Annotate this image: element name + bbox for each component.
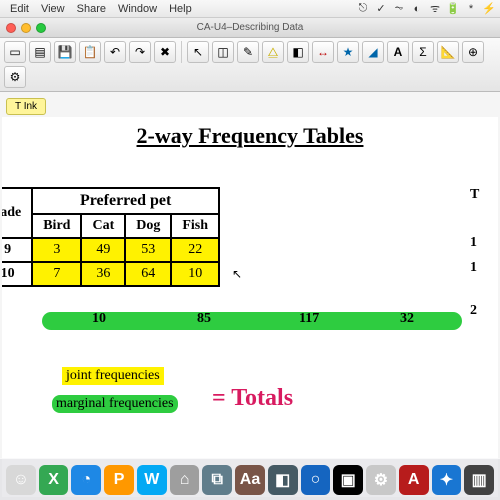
menu-view[interactable]: View <box>35 3 71 15</box>
tool-paste[interactable]: 📋 <box>79 41 101 63</box>
dock: ☺X◔PW⌂⧉Aa◧○▣⚙A✦▥ <box>0 458 500 500</box>
frequency-table: rade Preferred pet Bird Cat Dog Fish 9 3… <box>2 187 220 287</box>
page-title: 2-way Frequency Tables <box>2 123 498 149</box>
canvas: 2-way Frequency Tables rade Preferred pe… <box>2 117 498 497</box>
col-cat: Cat <box>81 214 125 238</box>
table-row: 9 3 49 53 22 <box>2 238 219 262</box>
row-total: 1 <box>470 235 479 260</box>
tool-ruler[interactable]: 📐 <box>437 41 459 63</box>
col-dog: Dog <box>125 214 171 238</box>
battery-icon[interactable]: 🔋 <box>446 2 460 15</box>
status-icon[interactable]: ⏦ <box>392 2 406 15</box>
dock-app-icon[interactable]: Aa <box>235 465 265 495</box>
dock-app-icon[interactable]: ◧ <box>268 465 298 495</box>
status-icons: ⎋ ✓ ⏦ ◐ ᯤ 🔋 * ⚡ <box>356 1 496 16</box>
traffic-lights[interactable] <box>6 23 46 33</box>
tool-math[interactable]: Σ <box>412 41 434 63</box>
separator <box>181 41 182 63</box>
legend-marginal: marginal frequencies <box>52 395 178 413</box>
status-icon[interactable]: ✓ <box>374 2 388 15</box>
col-total: 32 <box>400 311 414 327</box>
minimize-icon[interactable] <box>21 23 31 33</box>
tool-text[interactable]: A <box>387 41 409 63</box>
cell: 53 <box>125 238 171 262</box>
tool-bucket[interactable]: ◢ <box>362 41 384 63</box>
dock-app-icon[interactable]: ✦ <box>432 465 462 495</box>
group-header: Preferred pet <box>32 188 219 214</box>
cursor-icon: ↖ <box>232 267 242 281</box>
table-row: 10 7 36 64 10 <box>2 262 219 286</box>
zoom-icon[interactable] <box>36 23 46 33</box>
status-icon[interactable]: ◐ <box>410 3 424 15</box>
col-total: 117 <box>299 311 319 327</box>
ink-toggle[interactable]: T Ink <box>6 98 46 115</box>
row-header: rade <box>2 188 32 238</box>
dock-app-icon[interactable]: ○ <box>301 465 331 495</box>
menu-window[interactable]: Window <box>112 3 163 15</box>
row-total: 1 <box>470 260 479 285</box>
col-total: 85 <box>197 311 211 327</box>
dock-app-icon[interactable]: ◔ <box>71 465 101 495</box>
cell: 64 <box>125 262 171 286</box>
menubar: Edit View Share Window Help ⎋ ✓ ⏦ ◐ ᯤ 🔋 … <box>0 0 500 18</box>
cell: 3 <box>32 238 81 262</box>
window-titlebar: CA-U4–Describing Data <box>0 18 500 38</box>
tool-pointer[interactable]: ↖ <box>187 41 209 63</box>
tool-page[interactable]: ▭ <box>4 41 26 63</box>
legend-joint: joint frequencies <box>62 367 164 385</box>
window-title: CA-U4–Describing Data <box>197 22 304 33</box>
tool-redo[interactable]: ↷ <box>129 41 151 63</box>
dock-app-icon[interactable]: X <box>39 465 69 495</box>
tool-highlighter[interactable]: ⧋ <box>262 41 284 63</box>
tool-shape[interactable]: ★ <box>337 41 359 63</box>
tool-select[interactable]: ◫ <box>212 41 234 63</box>
handwriting-totals: = Totals <box>212 385 293 412</box>
menu-help[interactable]: Help <box>163 3 198 15</box>
cell: 7 <box>32 262 81 286</box>
cell: 49 <box>81 238 125 262</box>
tool-save[interactable]: 💾 <box>54 41 76 63</box>
wifi-icon[interactable]: ᯤ <box>428 1 442 16</box>
dock-app-icon[interactable]: ▣ <box>333 465 363 495</box>
menu-share[interactable]: Share <box>71 3 112 15</box>
tool-pen[interactable]: ✎ <box>237 41 259 63</box>
menu-edit[interactable]: Edit <box>4 3 35 15</box>
row-label: 10 <box>2 262 32 286</box>
cell: 10 <box>171 262 219 286</box>
dock-app-icon[interactable]: ⧉ <box>202 465 232 495</box>
dock-app-icon[interactable]: W <box>137 465 167 495</box>
bluetooth-icon[interactable]: * <box>464 3 478 15</box>
tool-gear[interactable]: ⚙ <box>4 66 26 88</box>
dock-app-icon[interactable]: A <box>399 465 429 495</box>
row-label: 9 <box>2 238 32 262</box>
tool-doc[interactable]: ▤ <box>29 41 51 63</box>
tool-undo[interactable]: ↶ <box>104 41 126 63</box>
status-icon[interactable]: ⚡ <box>482 2 496 15</box>
dock-app-icon[interactable]: ⌂ <box>170 465 200 495</box>
cell: 36 <box>81 262 125 286</box>
dock-app-icon[interactable]: ☺ <box>6 465 36 495</box>
col-total: 10 <box>92 311 106 327</box>
dock-app-icon[interactable]: ⚙ <box>366 465 396 495</box>
grand-hint: 2 <box>470 303 479 328</box>
cell: 22 <box>171 238 219 262</box>
tool-line[interactable]: ↔ <box>312 41 334 63</box>
dock-app-icon[interactable]: P <box>104 465 134 495</box>
tool-eraser[interactable]: ◧ <box>287 41 309 63</box>
col-bird: Bird <box>32 214 81 238</box>
toolbar: ▭ ▤ 💾 📋 ↶ ↷ ✖ ↖ ◫ ✎ ⧋ ◧ ↔ ★ ◢ A Σ 📐 ⊕ ⚙ <box>0 38 500 92</box>
close-icon[interactable] <box>6 23 16 33</box>
tool-compass[interactable]: ⊕ <box>462 41 484 63</box>
dock-app-icon[interactable]: ▥ <box>464 465 494 495</box>
col-fish: Fish <box>171 214 219 238</box>
tool-delete[interactable]: ✖ <box>154 41 176 63</box>
canvas-area: T Ink 2-way Frequency Tables rade Prefer… <box>0 92 500 497</box>
row-totals: T 1 1 2 <box>470 187 479 328</box>
status-icon[interactable]: ⎋ <box>356 2 370 15</box>
totals-label: T <box>470 187 479 212</box>
